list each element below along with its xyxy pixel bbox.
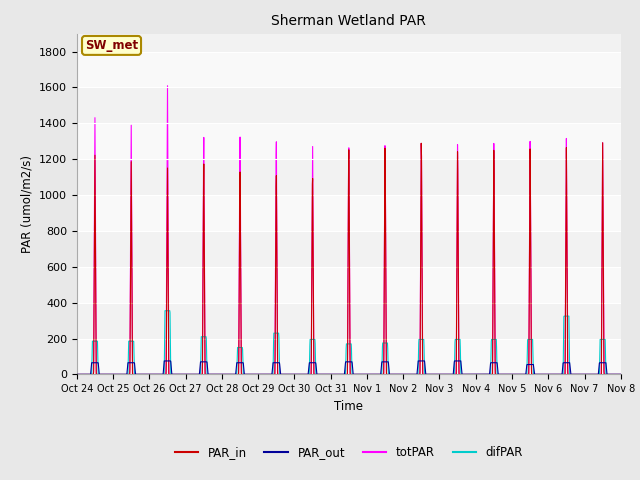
Text: SW_met: SW_met [85, 39, 138, 52]
Bar [77, 267, 621, 303]
Bar [77, 51, 621, 87]
Y-axis label: PAR (umol/m2/s): PAR (umol/m2/s) [20, 155, 33, 253]
Bar [77, 123, 621, 159]
Title: Sherman Wetland PAR: Sherman Wetland PAR [271, 14, 426, 28]
X-axis label: Time: Time [334, 400, 364, 413]
Legend: PAR_in, PAR_out, totPAR, difPAR: PAR_in, PAR_out, totPAR, difPAR [170, 442, 528, 464]
Bar [77, 338, 621, 374]
Bar [77, 195, 621, 231]
